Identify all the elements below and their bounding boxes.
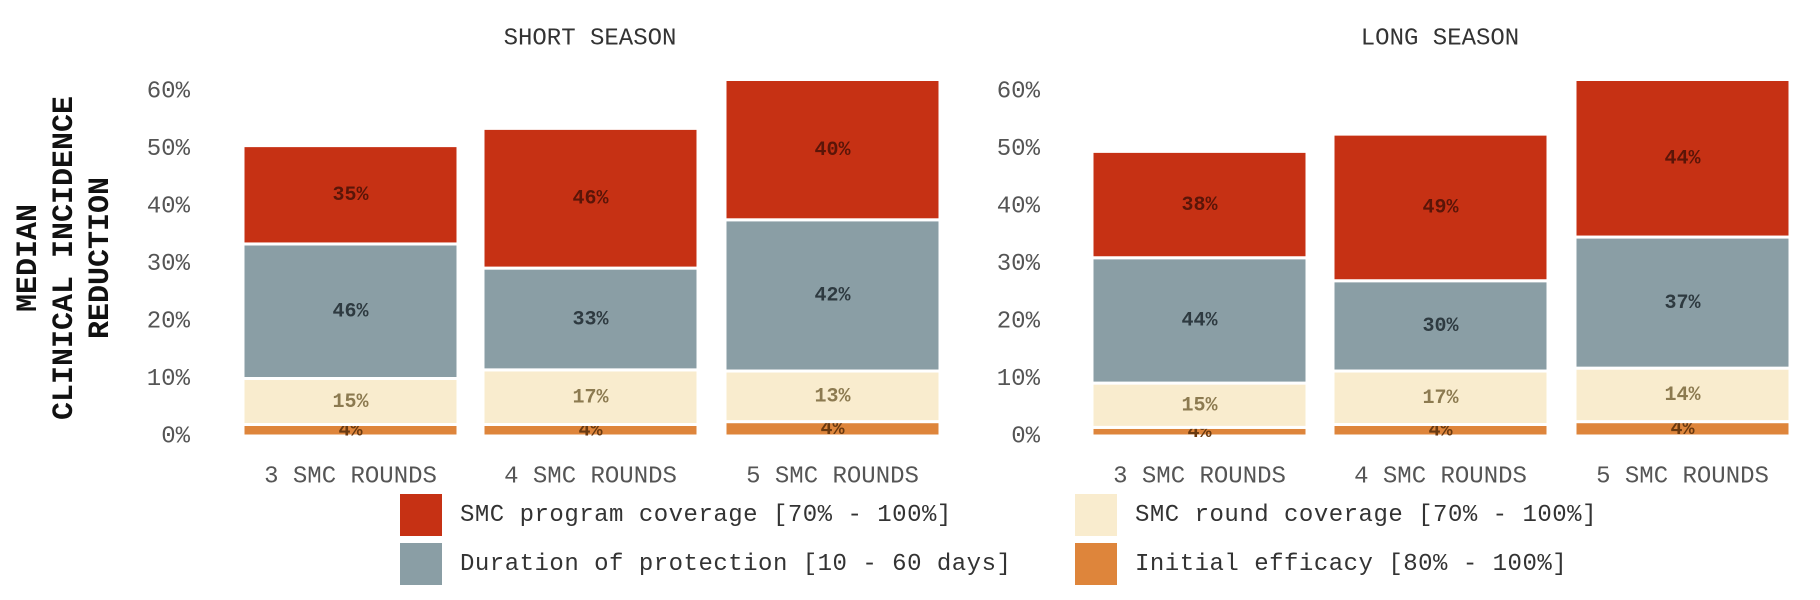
short-x-tick-3: 3 SMC ROUNDS: [264, 463, 437, 490]
long-bar-5-label-efficacy: 4%: [1670, 418, 1695, 441]
y-axis-title-line-1: MEDIAN: [12, 204, 46, 312]
long-bar-4-label-duration: 30%: [1422, 315, 1459, 338]
legend-label-duration: Duration of protection [10 - 60 days]: [460, 550, 1012, 578]
short-bar-4-segment-round-coverage: [481, 368, 700, 426]
short-bar-4-segment-program-coverage: [481, 126, 700, 270]
short-bar-3-label-duration: 46%: [332, 301, 369, 324]
y-axis-title-line-3: REDUCTION: [84, 177, 118, 339]
short-x-tick-4: 4 SMC ROUNDS: [504, 463, 677, 490]
short-bar-3-segment-duration: [241, 242, 460, 380]
legend: SMC program coverage [70% - 100%] SMC ro…: [400, 494, 1700, 590]
short-y-tick-10: 10%: [147, 366, 191, 393]
long-bar-5-segment-duration: [1573, 235, 1792, 370]
long-y-tick-30: 30%: [997, 251, 1041, 278]
short-bar-5-label-duration: 42%: [814, 285, 851, 308]
long-bar-3-label-program-coverage: 38%: [1181, 194, 1218, 217]
short-bar-3-label-program-coverage: 35%: [332, 184, 369, 207]
long-y-tick-10: 10%: [997, 366, 1041, 393]
short-bar-4-label-round-coverage: 17%: [572, 386, 609, 409]
short-y-tick-40: 40%: [147, 193, 191, 220]
short-y-tick-50: 50%: [147, 136, 191, 163]
long-bar-4-label-program-coverage: 49%: [1422, 197, 1459, 220]
long-x-tick-4: 4 SMC ROUNDS: [1354, 463, 1527, 490]
long-x-tick-3: 3 SMC ROUNDS: [1113, 463, 1286, 490]
y-axis-title-line-2: CLINICAL INCIDENCE: [48, 96, 82, 420]
legend-swatch-round-coverage: [1075, 494, 1117, 536]
long-bar-3-segment-program-coverage: [1090, 149, 1309, 260]
short-y-tick-60: 60%: [147, 78, 191, 105]
long-y-tick-0: 0%: [1011, 423, 1040, 450]
long-bar-5-label-program-coverage: 44%: [1664, 148, 1701, 171]
legend-label-efficacy: Initial efficacy [80% - 100%]: [1135, 550, 1568, 578]
short-x-tick-5: 5 SMC ROUNDS: [746, 463, 919, 490]
short-bar-4-label-duration: 33%: [572, 308, 609, 331]
legend-item-round-coverage: SMC round coverage [70% - 100%]: [1075, 494, 1597, 536]
short-y-tick-0: 0%: [161, 423, 190, 450]
legend-swatch-efficacy: [1075, 543, 1117, 585]
short-bar-5-segment-duration: [723, 218, 942, 373]
short-bar-5-label-program-coverage: 40%: [814, 139, 851, 162]
long-bar-5-label-round-coverage: 14%: [1664, 384, 1701, 407]
long-bar-5-segment-round-coverage: [1573, 366, 1792, 424]
long-y-tick-40: 40%: [997, 193, 1041, 220]
long-bar-3-label-round-coverage: 15%: [1181, 395, 1218, 418]
legend-item-duration: Duration of protection [10 - 60 days]: [400, 543, 1011, 585]
long-bar-4-segment-program-coverage: [1331, 132, 1550, 283]
long-bar-4-segment-round-coverage: [1331, 369, 1550, 426]
legend-swatch-duration: [400, 543, 442, 585]
long-x-tick-5: 5 SMC ROUNDS: [1596, 463, 1769, 490]
long-season-title: LONG SEASON: [1361, 25, 1519, 52]
long-bar-3-segment-duration: [1090, 256, 1309, 385]
short-bar-3-segment-program-coverage: [241, 144, 460, 246]
short-bar-3-segment-round-coverage: [241, 377, 460, 426]
short-bar-5-segment-program-coverage: [723, 78, 942, 222]
legend-item-program-coverage: SMC program coverage [70% - 100%]: [400, 494, 952, 536]
legend-label-program-coverage: SMC program coverage [70% - 100%]: [460, 501, 952, 529]
long-bar-4-segment-duration: [1331, 279, 1550, 373]
long-y-tick-60: 60%: [997, 78, 1041, 105]
legend-item-efficacy: Initial efficacy [80% - 100%]: [1075, 543, 1567, 585]
long-bar-5-segment-program-coverage: [1573, 78, 1792, 239]
long-y-tick-20: 20%: [997, 308, 1041, 335]
long-bar-3-label-duration: 44%: [1181, 310, 1218, 333]
short-bar-3-label-round-coverage: 15%: [332, 391, 369, 414]
long-y-tick-50: 50%: [997, 136, 1041, 163]
short-y-tick-30: 30%: [147, 251, 191, 278]
short-bar-5-label-round-coverage: 13%: [814, 386, 851, 409]
short-bar-4-segment-duration: [481, 266, 700, 372]
legend-swatch-program-coverage: [400, 494, 442, 536]
short-y-tick-20: 20%: [147, 308, 191, 335]
short-bar-4-label-program-coverage: 46%: [572, 188, 609, 211]
short-bar-5-segment-round-coverage: [723, 369, 942, 424]
short-season-title: SHORT SEASON: [504, 25, 677, 52]
short-bar-5-label-efficacy: 4%: [820, 418, 845, 441]
long-bar-5-label-duration: 37%: [1664, 292, 1701, 315]
legend-label-round-coverage: SMC round coverage [70% - 100%]: [1135, 501, 1597, 529]
long-bar-4-label-round-coverage: 17%: [1422, 387, 1459, 410]
